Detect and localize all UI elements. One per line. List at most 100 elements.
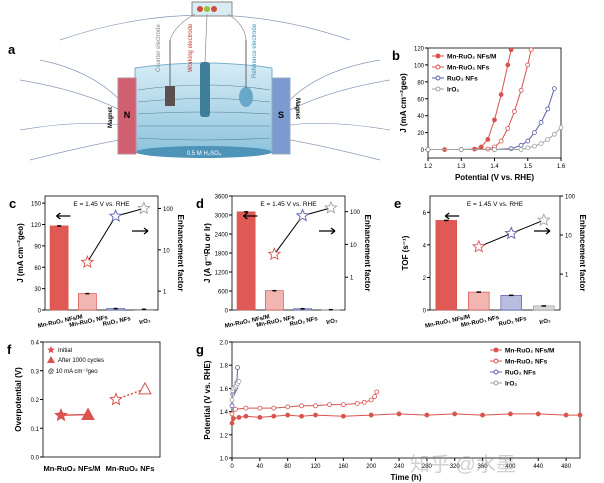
data-point [498, 138, 504, 144]
legend-label: IrO₂ [505, 381, 517, 388]
x-tick-label: 80 [284, 464, 291, 470]
legend-marker [435, 86, 441, 92]
y-tick-label: 0 [423, 309, 427, 315]
legend-label: Mn-RuO₂ NFs [505, 359, 548, 366]
data-point [424, 412, 430, 418]
data-point [229, 403, 235, 409]
data-point [327, 402, 332, 408]
data-point [505, 125, 511, 131]
magnet-left-label: Magnet [108, 107, 114, 128]
x-tick-label: 480 [561, 464, 572, 470]
y-tick-label: 600 [218, 290, 229, 296]
y2-tick-label: 100 [163, 207, 174, 213]
bar [468, 291, 490, 311]
x-tick-label: 200 [366, 464, 377, 470]
data-point [368, 412, 374, 418]
category-label: RuO₂ NFs [289, 316, 319, 328]
legend-label: Initial [58, 348, 72, 354]
data-point [236, 414, 242, 420]
data-point [361, 399, 367, 405]
data-point [236, 379, 242, 384]
y-tick-label: 1200 [215, 271, 229, 277]
y-tick-label: 0.1 [31, 427, 40, 433]
left-axis-arrow [444, 212, 460, 220]
series-line [231, 413, 580, 424]
y-tick-label: 40 [417, 114, 424, 120]
data-point [372, 394, 378, 399]
panel-label: c [9, 196, 16, 211]
x-tick-label: 160 [338, 464, 349, 470]
legend-marker [435, 53, 441, 59]
y-tick-label: 2.0 [220, 341, 229, 347]
y-tick-label: 0.0 [31, 456, 40, 462]
data-point [508, 146, 514, 152]
y-tick-label: 1.6 [220, 387, 229, 393]
legend-marker [435, 75, 441, 81]
category-label: Mn-RuO₂ NFs/M [43, 464, 100, 473]
legend-label: Mn-RuO₂ NFs/M [447, 54, 496, 61]
legend-marker [493, 347, 499, 353]
category-label: IrO₂ [139, 318, 152, 326]
chart-f: 0.0 0.1 0.2 0.3 0.4 Overpotential (V) f Mn-RuO₂… [7, 341, 161, 473]
data-point [458, 147, 464, 152]
y-tick-label: 0 [225, 309, 229, 315]
data-point [257, 405, 263, 411]
legend-marker [493, 358, 499, 364]
panel-label: g [196, 342, 204, 357]
data-point [545, 136, 551, 142]
y-tick-label: 90 [34, 244, 41, 250]
after-marker [81, 407, 95, 420]
data-point [507, 411, 513, 417]
series-line [428, 127, 562, 151]
series-3: IrO₂ [425, 86, 564, 152]
condition-note: @ 10 mA cm⁻²geo [48, 369, 98, 375]
data-point [368, 397, 374, 403]
y-tick-label: 4 [423, 243, 427, 249]
data-point [299, 403, 305, 409]
series-3: IrO₂ [229, 379, 517, 403]
data-point [229, 411, 235, 417]
enhancement-star [504, 226, 519, 240]
bar [435, 220, 458, 311]
data-point [535, 411, 541, 417]
bar [236, 211, 256, 311]
x-tick-label: 240 [394, 464, 405, 470]
data-point [354, 401, 360, 406]
after-marker [138, 381, 152, 395]
data-point [518, 87, 524, 93]
x-tick-label: 40 [256, 464, 263, 470]
x-tick-label: 320 [450, 464, 461, 470]
x-axis-label: Potential (V vs. RHE) [455, 173, 534, 182]
y-axis-label: J (mA cm⁻²geo) [399, 73, 408, 133]
electrolyte-label: 0.5 M H₂SO₄ [187, 151, 222, 157]
y-tick-label: 3000 [215, 214, 229, 220]
x-tick-label: 1.2 [424, 164, 433, 170]
data-point [532, 130, 537, 136]
data-point [229, 420, 235, 426]
category-label: IrO₂ [326, 318, 339, 326]
category-label: IrO₂ [539, 318, 552, 326]
x-tick-label: 120 [311, 464, 322, 470]
x-tick-label: 360 [478, 464, 489, 470]
pole-s-label: S [278, 110, 284, 120]
data-point [229, 397, 235, 403]
annotation: E = 1.45 V vs. RHE [73, 201, 130, 208]
y-tick-label: 150 [31, 202, 42, 208]
series-0: Mn-RuO₂ NFs/M [425, 47, 514, 152]
chart-g: 1.0 1.2 1.4 1.6 1.8 2.0 Potential (V vs. RHE) g… [196, 341, 583, 482]
data-point [478, 144, 484, 150]
enhancement-star [108, 209, 123, 222]
electrolyte-surface [136, 146, 272, 158]
enhancement-star [137, 201, 151, 215]
initial-marker [54, 408, 68, 422]
y-tick-label: 0 [421, 148, 425, 154]
right-axis-arrow [534, 227, 551, 235]
series-2: RuO₂ NFs [229, 365, 536, 409]
data-point [285, 412, 291, 418]
y-tick-label: 2400 [215, 233, 229, 239]
y-tick-label: 60 [34, 266, 41, 272]
y2-tick-label: 100 [350, 210, 361, 216]
data-point [485, 136, 491, 142]
data-point [480, 412, 485, 418]
legend-label: Mn-RuO₂ NFs/M [505, 348, 554, 355]
